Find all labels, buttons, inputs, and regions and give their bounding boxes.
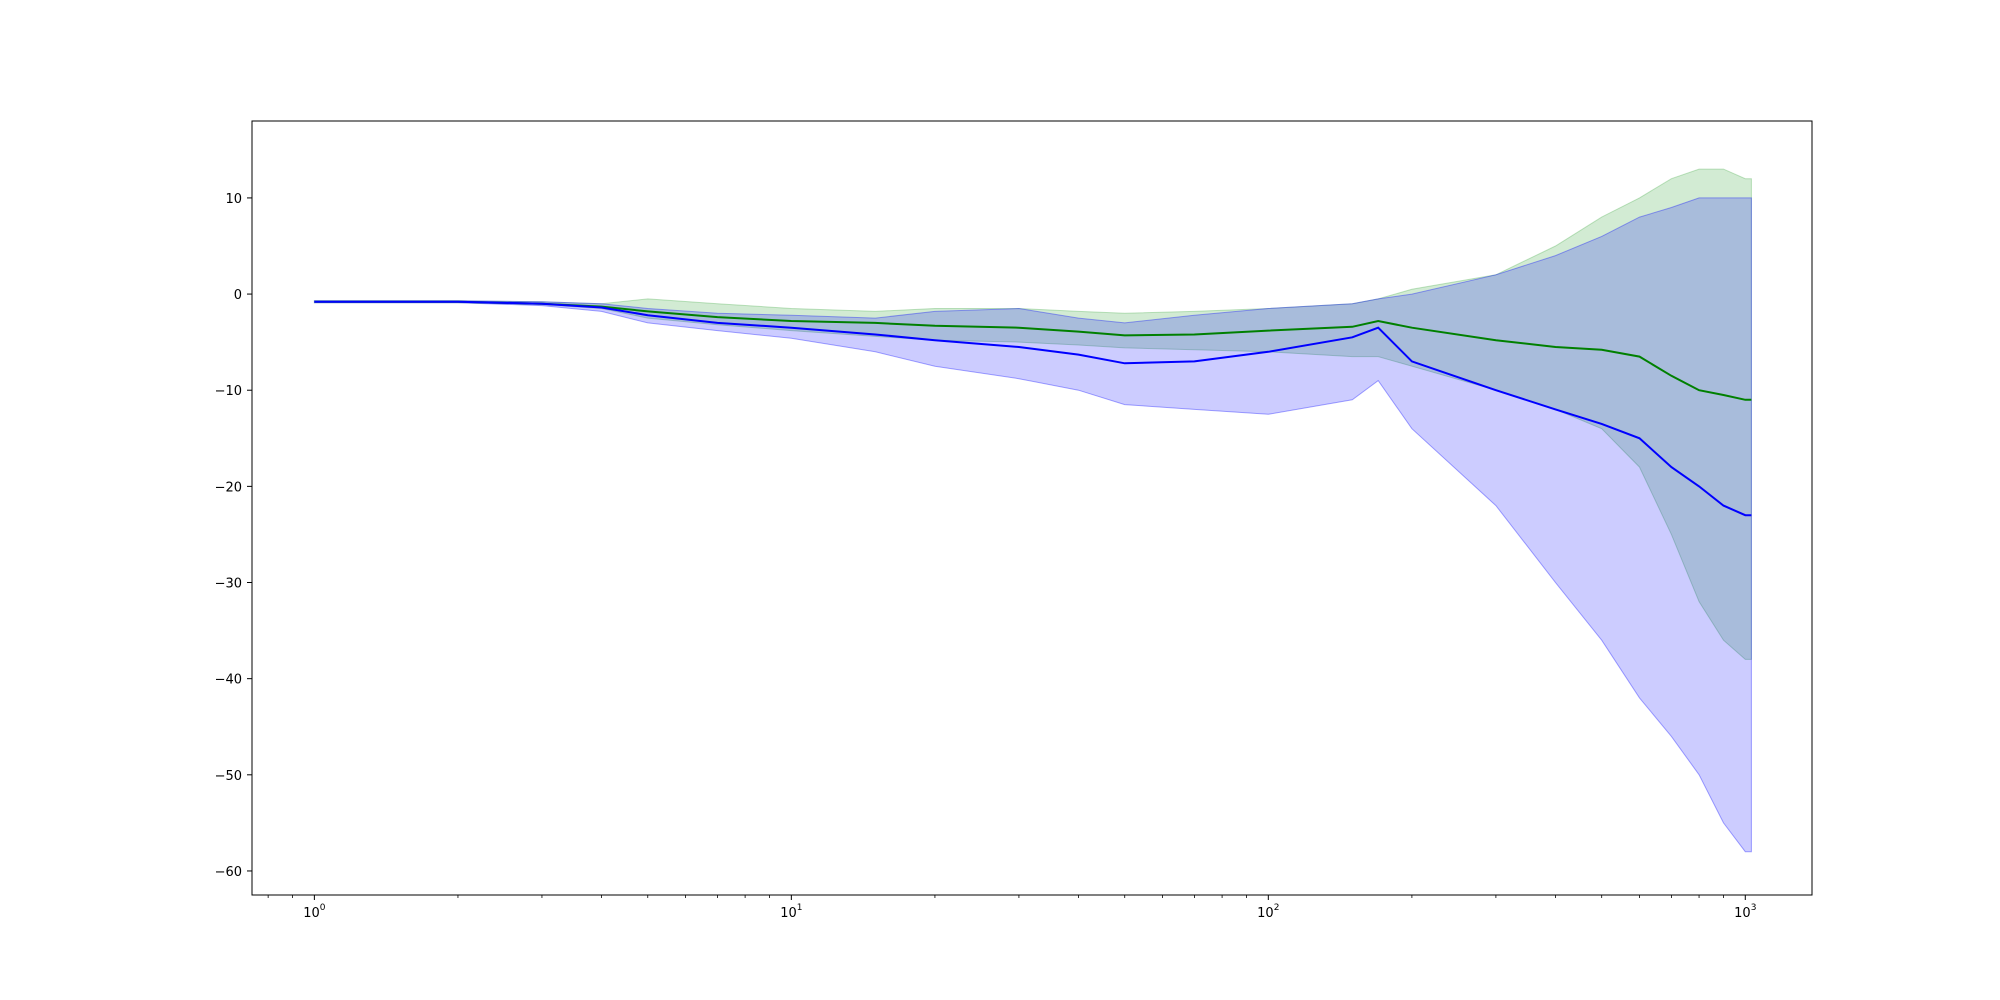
y-tick-label: −10 [215,384,242,399]
y-tick-label: 10 [225,192,242,207]
x-tick-label: 101 [780,903,802,921]
x-tick-label: 102 [1257,903,1279,921]
series-2-band [313,197,1752,853]
y-tick-label: −60 [215,865,242,880]
plot-frame [251,120,1813,896]
y-tick-label: 0 [234,288,242,303]
y-tick-label: −30 [215,577,242,592]
x-tick-label: 100 [303,903,326,921]
series-lines [314,300,1752,517]
x-axis: 100 101 102 103 [267,895,1756,921]
y-axis: 10 0 −10 −20 −30 −40 −50 −60 [215,192,252,880]
x-tick-label: 103 [1734,903,1756,921]
y-tick-label: −40 [215,673,242,688]
series-2-line [314,300,1752,517]
y-tick-label: −20 [215,480,242,495]
y-tick-label: −50 [215,769,242,784]
series-1-line [314,300,1752,401]
